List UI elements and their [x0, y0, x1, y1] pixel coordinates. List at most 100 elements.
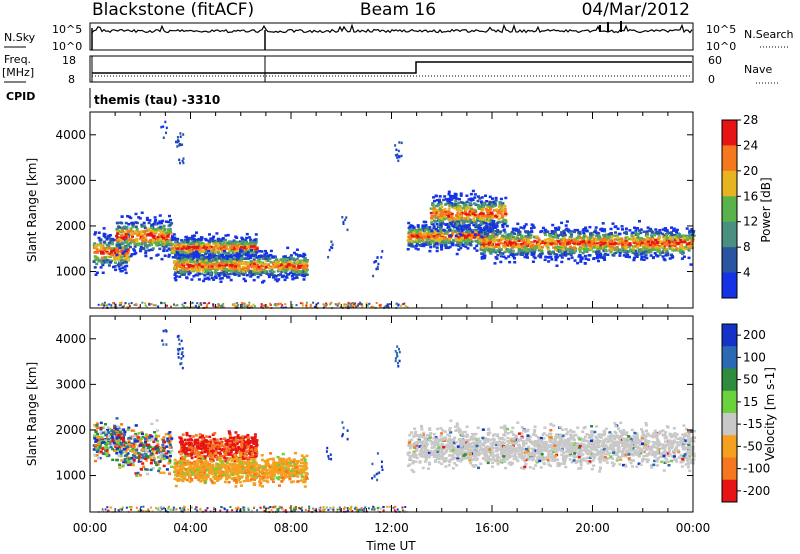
data-point	[252, 240, 256, 244]
data-point	[97, 303, 100, 306]
data-point	[424, 243, 428, 246]
data-point	[459, 194, 463, 197]
data-point	[583, 254, 587, 258]
data-point	[147, 221, 151, 225]
data-point	[653, 248, 657, 252]
data-point	[681, 246, 685, 249]
data-point	[450, 202, 454, 205]
data-point	[224, 238, 228, 242]
data-point	[525, 239, 529, 242]
data-point	[514, 243, 518, 246]
data-point	[127, 259, 131, 262]
data-point	[650, 234, 654, 237]
data-point	[201, 242, 205, 245]
data-point	[441, 233, 444, 237]
data-point	[130, 221, 134, 225]
data-point	[643, 255, 647, 258]
data-point	[217, 265, 221, 269]
data-point	[124, 235, 128, 239]
data-point	[624, 248, 628, 251]
data-point	[259, 254, 263, 257]
data-point	[603, 258, 607, 261]
data-point	[597, 250, 601, 253]
data-point	[238, 240, 242, 243]
nave-tick-bottom: 0	[708, 73, 715, 86]
data-point	[381, 250, 384, 253]
data-point	[221, 251, 225, 255]
data-point	[688, 234, 691, 238]
data-point	[651, 256, 655, 260]
data-point	[614, 246, 618, 250]
data-point	[195, 250, 198, 253]
data-point	[661, 228, 665, 231]
data-point	[483, 243, 487, 246]
data-point	[502, 218, 506, 222]
data-point	[277, 278, 281, 281]
data-point	[459, 214, 463, 218]
data-point	[148, 241, 152, 245]
data-point	[292, 265, 296, 269]
data-point	[429, 241, 433, 244]
data-point	[638, 238, 641, 242]
data-point	[623, 250, 627, 253]
data-point	[432, 226, 436, 230]
data-point	[164, 244, 168, 248]
data-point	[559, 238, 563, 241]
data-point	[474, 225, 478, 229]
data-point	[290, 261, 294, 265]
data-point	[675, 231, 678, 234]
data-point	[454, 229, 458, 232]
y-tick-label: 2000	[55, 219, 86, 233]
data-point	[461, 207, 465, 210]
data-point	[117, 239, 121, 242]
data-point	[481, 212, 485, 215]
data-point	[614, 238, 617, 241]
data-point	[422, 244, 426, 248]
data-point	[115, 257, 119, 261]
data-point	[182, 157, 185, 160]
data-point	[480, 255, 484, 259]
data-point	[425, 226, 429, 230]
data-point	[563, 251, 567, 254]
y-tick-label: 3000	[55, 173, 86, 187]
data-point	[237, 256, 241, 259]
data-point	[640, 258, 644, 261]
data-point	[99, 266, 103, 269]
data-point	[467, 198, 471, 201]
data-point	[464, 208, 468, 211]
data-point	[117, 229, 121, 233]
data-point	[182, 261, 186, 264]
data-point	[144, 238, 148, 242]
data-point	[510, 241, 514, 244]
data-point	[516, 222, 520, 226]
data-point	[110, 304, 113, 307]
data-point	[406, 239, 410, 242]
data-point	[518, 248, 521, 251]
data-point	[463, 202, 467, 205]
data-point	[484, 220, 488, 223]
data-point	[500, 216, 504, 219]
data-point	[255, 256, 259, 259]
data-point	[285, 261, 289, 265]
data-point	[219, 263, 223, 266]
nsky-tick-bottom: 10^0	[52, 40, 82, 53]
data-point	[581, 238, 585, 242]
data-point	[435, 249, 439, 253]
data-point	[483, 227, 487, 230]
data-point	[106, 252, 110, 255]
data-point	[485, 244, 489, 248]
data-point	[480, 257, 484, 260]
data-point	[102, 227, 106, 230]
data-point	[125, 264, 129, 268]
data-point	[165, 231, 169, 235]
data-point	[661, 255, 665, 258]
data-point	[177, 140, 180, 143]
data-point	[115, 245, 119, 249]
data-point	[225, 260, 229, 264]
data-point	[233, 244, 237, 248]
data-point	[641, 248, 645, 251]
data-point	[440, 245, 443, 249]
data-point	[441, 209, 445, 212]
data-point	[163, 254, 167, 257]
data-point	[610, 235, 614, 238]
